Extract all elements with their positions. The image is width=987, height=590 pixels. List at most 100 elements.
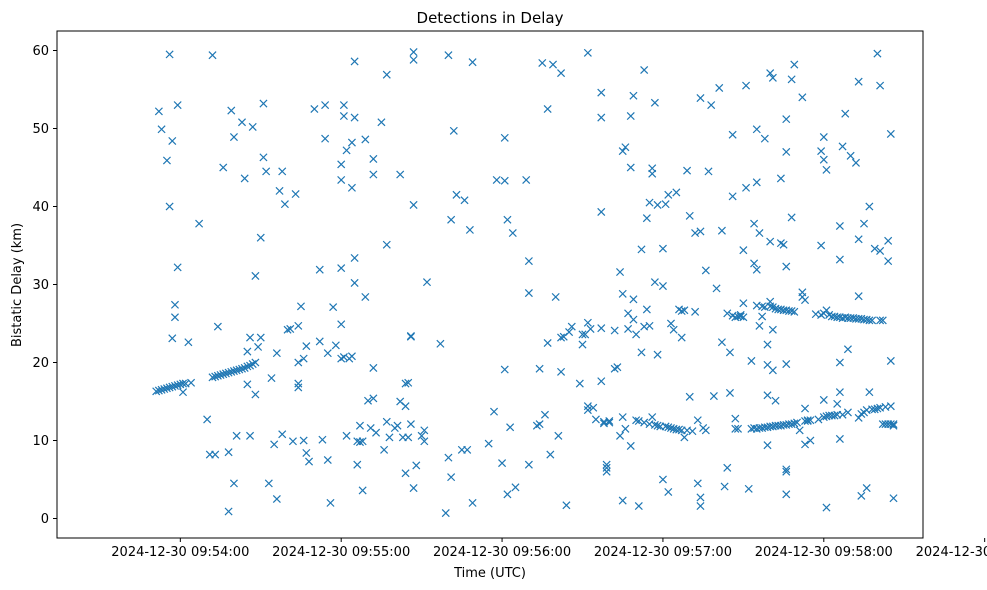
data-point xyxy=(728,192,737,201)
data-point xyxy=(173,101,182,110)
y-tick-label: 50 xyxy=(32,122,49,137)
data-point xyxy=(640,65,649,75)
data-point xyxy=(441,509,450,518)
data-point xyxy=(712,284,721,293)
data-point xyxy=(854,77,863,86)
data-point xyxy=(618,289,627,298)
data-point xyxy=(543,104,552,114)
data-point xyxy=(339,111,348,121)
data-point xyxy=(884,257,893,266)
data-point xyxy=(546,450,555,459)
data-point xyxy=(591,415,600,424)
data-point xyxy=(294,358,303,367)
data-point xyxy=(819,133,828,142)
data-point xyxy=(232,431,241,440)
data-point xyxy=(876,316,885,325)
data-point xyxy=(822,306,831,315)
data-point xyxy=(768,73,777,82)
data-point xyxy=(819,395,828,404)
data-point xyxy=(165,50,174,59)
data-point xyxy=(755,321,764,330)
data-point xyxy=(677,306,686,316)
data-point xyxy=(766,69,775,78)
data-point xyxy=(401,469,410,478)
data-point xyxy=(500,365,509,374)
data-point xyxy=(766,297,775,306)
data-point xyxy=(535,364,544,373)
data-point xyxy=(463,445,472,454)
data-point xyxy=(511,483,520,492)
data-point xyxy=(854,292,863,301)
data-point xyxy=(254,342,263,351)
data-point xyxy=(262,167,271,176)
data-point xyxy=(830,411,839,420)
data-point xyxy=(605,416,614,426)
data-point xyxy=(264,479,273,488)
data-point xyxy=(728,130,737,139)
data-point xyxy=(792,418,802,427)
data-point xyxy=(162,384,171,393)
data-point xyxy=(283,325,292,334)
data-point xyxy=(696,227,705,236)
data-point xyxy=(404,378,413,387)
data-point xyxy=(583,406,592,415)
data-point xyxy=(323,455,332,465)
x-tick-label: 2024-12-30 09:54:00 xyxy=(111,545,249,560)
data-point xyxy=(444,51,453,60)
data-point xyxy=(771,396,780,405)
data-point xyxy=(779,240,788,249)
data-point xyxy=(658,282,667,291)
data-point xyxy=(229,133,238,142)
data-point xyxy=(597,377,606,386)
data-point xyxy=(291,189,300,199)
data-point xyxy=(337,264,346,273)
data-point xyxy=(782,467,791,476)
data-point xyxy=(369,363,378,372)
data-point xyxy=(739,313,748,322)
data-point xyxy=(503,215,512,224)
data-point xyxy=(787,213,796,222)
data-point xyxy=(715,83,724,92)
data-point xyxy=(412,461,421,470)
data-point xyxy=(691,307,700,316)
x-tick-label: 2024-12-30 09:57:00 xyxy=(594,545,732,560)
data-point xyxy=(350,253,359,263)
data-point xyxy=(873,49,882,58)
data-point xyxy=(790,60,799,69)
data-point xyxy=(742,81,751,90)
data-point xyxy=(661,200,670,209)
data-point xyxy=(422,278,432,287)
data-point xyxy=(835,255,844,264)
data-point xyxy=(170,313,179,322)
data-point xyxy=(835,221,844,231)
data-point xyxy=(624,309,633,318)
data-point xyxy=(465,225,474,234)
data-point xyxy=(886,129,895,138)
data-point xyxy=(363,396,373,405)
data-point xyxy=(224,448,233,457)
data-point xyxy=(723,309,732,318)
data-point xyxy=(409,55,418,64)
data-point xyxy=(634,416,643,426)
data-point xyxy=(484,439,493,448)
data-point xyxy=(355,438,364,447)
data-point xyxy=(621,143,630,152)
data-point xyxy=(610,326,619,335)
data-point xyxy=(835,434,844,443)
data-point xyxy=(237,364,247,373)
x-tick-label: 2024-12-30 09:59:00 xyxy=(916,545,987,560)
data-point xyxy=(725,388,734,397)
data-point xyxy=(760,134,769,143)
data-point xyxy=(170,381,179,390)
data-point xyxy=(353,460,362,469)
data-point xyxy=(256,333,265,342)
data-point xyxy=(243,362,252,371)
data-point xyxy=(173,381,182,390)
data-point xyxy=(382,240,391,249)
data-point xyxy=(787,75,796,84)
data-point xyxy=(256,233,265,242)
data-point xyxy=(578,330,587,339)
data-point xyxy=(347,138,356,147)
data-point xyxy=(468,498,477,507)
data-point xyxy=(661,422,670,431)
